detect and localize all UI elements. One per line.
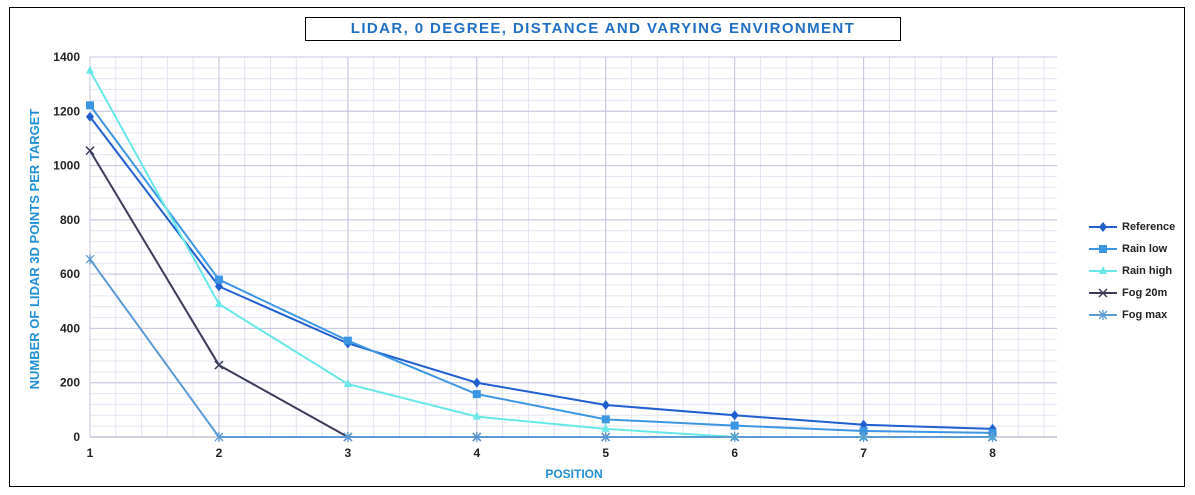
legend-marker	[1099, 266, 1107, 274]
data-point-rain-low	[601, 415, 610, 424]
series-line-fog-max	[89, 258, 993, 438]
chart-frame	[9, 7, 1185, 487]
series-markers	[85, 65, 998, 442]
data-point-rain-low	[859, 427, 868, 436]
data-point-fog-max	[730, 432, 740, 442]
data-point-rain-high	[601, 423, 610, 432]
legend-marker	[1099, 222, 1107, 232]
y-tick-label: 1000	[53, 159, 80, 173]
y-tick-label: 600	[60, 267, 80, 281]
y-tick-label: 0	[73, 430, 80, 444]
x-tick-label: 2	[216, 446, 223, 460]
x-tick-label: 7	[860, 446, 867, 460]
series-line-reference	[89, 116, 993, 430]
legend-item-fog-20m: Fog 20m	[1088, 282, 1188, 304]
major-gridlines	[89, 56, 1057, 438]
legend-item-fog-max: Fog max	[1088, 304, 1188, 326]
data-point-rain-high	[214, 299, 223, 307]
y-tick-labels: 0 200 400 600 800 1000 1200 1400	[53, 50, 80, 444]
legend-label-rain-high: Rain high	[1122, 265, 1173, 277]
legend-marker	[1098, 288, 1108, 298]
data-point-fog-max	[214, 432, 224, 442]
y-tick-label: 400	[60, 321, 80, 335]
x-tick-label: 1	[87, 446, 94, 460]
legend-swatch-fog-max	[1089, 310, 1117, 320]
x-tick-labels: 1 2 3 4 5 6 7 8	[87, 446, 997, 460]
data-point-reference	[86, 111, 94, 122]
series-line-rain-low	[89, 104, 993, 434]
x-tick-label: 3	[345, 446, 352, 460]
x-tick-label: 5	[602, 446, 609, 460]
x-tick-label: 4	[473, 446, 480, 460]
legend-label-rain-low: Rain low	[1122, 243, 1168, 255]
data-point-rain-low	[472, 390, 481, 399]
legend-label-fog-max: Fog max	[1122, 309, 1168, 321]
legend-label-fog-20m: Fog 20m	[1122, 287, 1168, 299]
legend-marker	[1098, 310, 1108, 320]
legend-item-reference: Reference	[1088, 216, 1188, 238]
legend-marker	[1099, 245, 1107, 253]
data-point-fog-max	[85, 254, 95, 265]
series-line-rain-high	[89, 70, 993, 438]
data-point-reference	[730, 410, 739, 421]
data-point-fog-max	[343, 432, 353, 442]
data-point-fog-max	[601, 432, 611, 442]
data-point-rain-low	[343, 336, 352, 345]
data-point-fog-max	[988, 432, 997, 442]
data-point-rain-low	[86, 101, 94, 110]
data-point-rain-low	[730, 421, 739, 430]
legend-label-reference: Reference	[1122, 221, 1176, 233]
y-tick-label: 200	[60, 376, 80, 390]
data-point-rain-high	[472, 411, 481, 420]
legend-swatch-rain-low	[1089, 245, 1117, 253]
y-tick-label: 800	[60, 213, 80, 227]
y-axis-title: NUMBER OF LIDAR 3D POINTS PER TARGET	[27, 108, 42, 390]
data-point-rain-high	[86, 65, 94, 74]
chart-title: LIDAR, 0 DEGREE, DISTANCE AND VARYING EN…	[305, 17, 901, 41]
data-point-reference	[601, 399, 610, 410]
y-tick-label: 1400	[53, 50, 80, 64]
data-point-fog-20m	[214, 360, 224, 370]
x-tick-label: 8	[989, 446, 996, 460]
minor-gridlines	[89, 56, 1057, 438]
y-tick-label: 1200	[53, 104, 80, 118]
data-point-fog-max	[859, 432, 869, 442]
legend: Reference Rain low Rain high Fog 20m Fog…	[1088, 216, 1188, 326]
legend-swatch-rain-high	[1089, 266, 1117, 274]
legend-item-rain-low: Rain low	[1088, 238, 1188, 260]
data-point-reference	[214, 281, 223, 292]
data-point-fog-max	[472, 432, 482, 442]
data-point-rain-low	[214, 275, 223, 284]
x-tick-label: 6	[731, 446, 738, 460]
data-point-reference	[472, 377, 481, 388]
legend-item-rain-high: Rain high	[1088, 260, 1188, 282]
legend-swatch-reference	[1089, 222, 1117, 232]
data-point-rain-high	[343, 379, 352, 388]
data-point-fog-20m	[85, 146, 95, 156]
series-lines	[89, 70, 993, 438]
x-axis-title: POSITION	[545, 467, 603, 481]
legend-swatch-fog-20m	[1089, 288, 1117, 298]
